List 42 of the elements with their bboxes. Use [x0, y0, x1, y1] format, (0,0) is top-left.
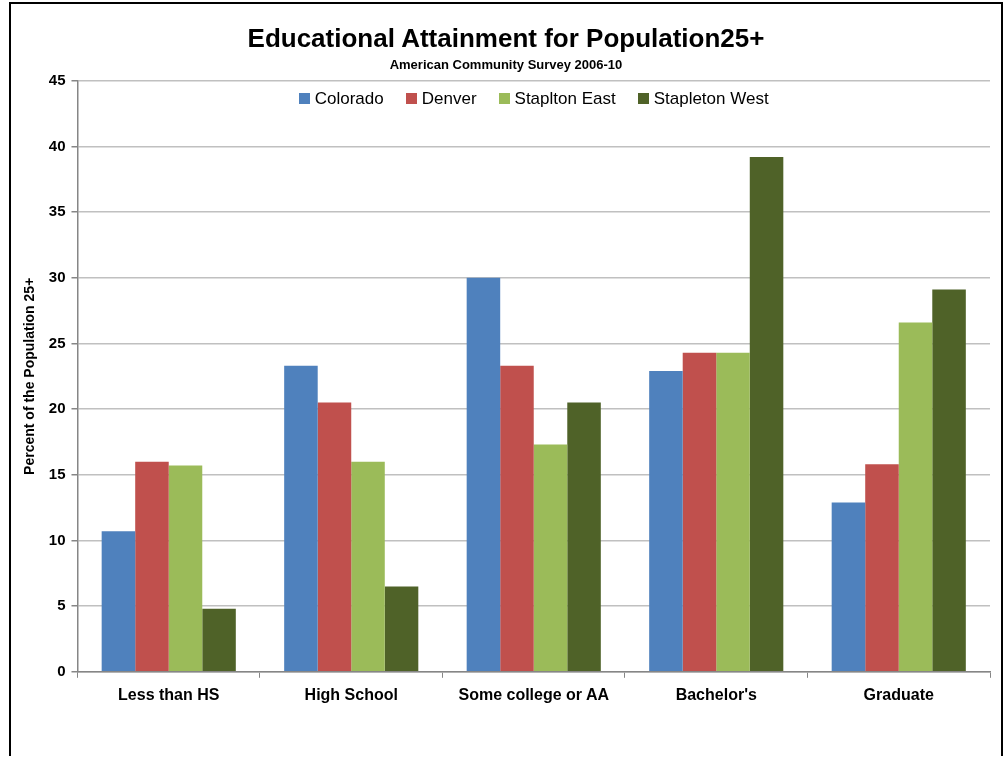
- bar: [135, 461, 169, 672]
- bar: [533, 444, 568, 672]
- bar: [749, 156, 784, 672]
- bar: [168, 465, 203, 672]
- y-tick-label: 5: [57, 596, 66, 614]
- bar: [500, 365, 534, 672]
- y-tick-label: 35: [48, 202, 66, 220]
- y-tick-label: 25: [48, 333, 66, 351]
- x-tick-label: Less than HS: [118, 685, 220, 703]
- bar: [865, 464, 899, 672]
- chart-subtitle: American Community Survey 2006-10: [389, 56, 623, 72]
- y-tick-label: 40: [48, 136, 66, 154]
- bar: [898, 322, 933, 672]
- bar: [317, 402, 352, 672]
- y-tick-label: 20: [48, 399, 66, 417]
- x-tick-label: Some college or AA: [458, 685, 610, 703]
- bar: [101, 531, 136, 672]
- bar: [649, 371, 683, 672]
- bar: [682, 352, 717, 672]
- y-tick-label: 10: [48, 530, 66, 548]
- bar: [831, 502, 866, 672]
- legend-label: Denver: [421, 88, 477, 109]
- bar: [384, 586, 419, 672]
- chart-title: Educational Attainment for Population25+: [247, 22, 765, 53]
- y-axis-title: Percent of the Population 25+: [21, 277, 38, 475]
- y-tick-label: 0: [57, 661, 66, 679]
- bar: [351, 461, 385, 672]
- bar: [932, 289, 966, 672]
- legend-label: Colorado: [314, 88, 384, 109]
- bar: [567, 402, 601, 672]
- x-tick-label: Bachelor's: [675, 685, 757, 703]
- y-tick-label: 15: [48, 464, 66, 482]
- bar: [284, 365, 318, 672]
- bar: [466, 277, 501, 672]
- y-tick-label: 45: [48, 70, 66, 88]
- bar: [202, 608, 236, 672]
- bar: [716, 352, 750, 672]
- y-tick-label: 30: [48, 267, 66, 285]
- x-tick-label: Graduate: [863, 685, 934, 703]
- x-tick-label: High School: [304, 685, 398, 703]
- legend-label: Stapleton West: [653, 88, 769, 109]
- legend-label: Staplton East: [514, 88, 616, 109]
